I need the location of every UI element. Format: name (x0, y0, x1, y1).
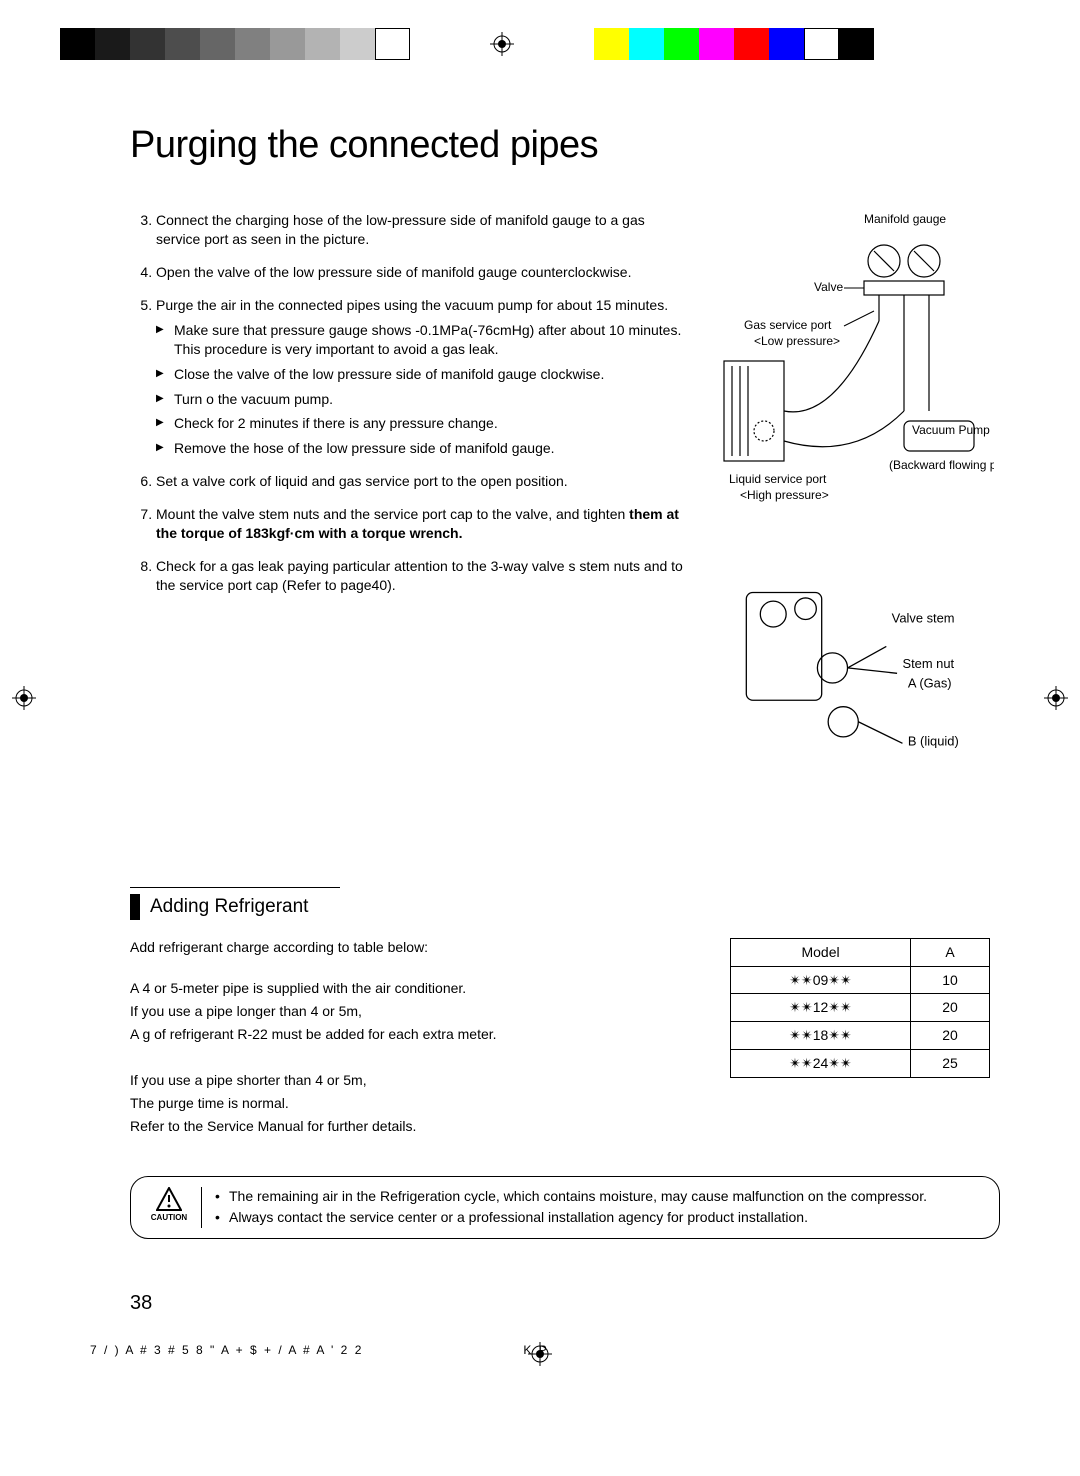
svg-text:Manifold gauge: Manifold gauge (864, 212, 946, 226)
table-row: ✴✴12✴✴20 (731, 994, 990, 1022)
page-title: Purging the connected pipes (130, 120, 1000, 171)
page-number: 38 (130, 1290, 152, 1317)
table-row: ✴✴24✴✴25 (731, 1050, 990, 1078)
table-row: ModelA (731, 938, 990, 966)
table-row: ✴✴18✴✴20 (731, 1022, 990, 1050)
svg-text:Liquid service port: Liquid service port (729, 472, 827, 486)
section-bar-icon (130, 894, 140, 920)
caution-icon: CAUTION (149, 1187, 189, 1224)
step-4: Open the valve of the low pressure side … (156, 263, 690, 282)
refrigerant-table: ModelA ✴✴09✴✴10 ✴✴12✴✴20 ✴✴18✴✴20 ✴✴24✴✴… (730, 938, 990, 1078)
page: Purging the connected pipes Connect the … (0, 0, 1080, 1476)
caution-item: The remaining air in the Refrigeration c… (215, 1187, 927, 1206)
svg-text:Gas service port: Gas service port (744, 318, 832, 332)
svg-text:<Low pressure>: <Low pressure> (754, 334, 840, 348)
svg-text:Stem nut: Stem nut (902, 656, 954, 671)
valve-diagram: Valve stem Stem nut A (Gas) B (liquid) (714, 571, 994, 786)
step-8: Check for a gas leak paying particular a… (156, 557, 690, 595)
caution-list: The remaining air in the Refrigeration c… (215, 1187, 927, 1229)
svg-text:Valve: Valve (814, 280, 843, 294)
step-5-sub: Make sure that pressure gauge shows -0.1… (156, 321, 690, 359)
step-7: Mount the valve stem nuts and the servic… (156, 505, 690, 543)
figure-column: Manifold gauge Valve Gas service port <L… (714, 211, 1000, 786)
registration-mark-icon (490, 32, 514, 56)
section-header-refrigerant: Adding Refrigerant (130, 887, 340, 920)
svg-text:B (liquid): B (liquid) (908, 734, 959, 749)
instruction-column: Connect the charging hose of the low-pre… (130, 211, 690, 786)
registration-mark-icon (12, 686, 36, 710)
step-3: Connect the charging hose of the low-pre… (156, 211, 690, 249)
manifold-gauge-diagram: Manifold gauge Valve Gas service port <L… (714, 211, 994, 531)
svg-text:A (Gas): A (Gas) (908, 676, 952, 691)
print-color-bar (60, 28, 1020, 60)
svg-text:(Backward flowing prevention): (Backward flowing prevention) (889, 458, 994, 472)
steps-list: Connect the charging hose of the low-pre… (130, 211, 690, 594)
step-5: Purge the air in the connected pipes usi… (156, 296, 690, 458)
refrigerant-table-wrap: ModelA ✴✴09✴✴10 ✴✴12✴✴20 ✴✴18✴✴20 ✴✴24✴✴… (730, 938, 1000, 1140)
svg-text:Valve stem: Valve stem (892, 611, 955, 626)
refrigerant-text: Add refrigerant charge according to tabl… (130, 938, 670, 1140)
step-5-sub: Close the valve of the low pressure side… (156, 365, 690, 384)
step-6: Set a valve cork of liquid and gas servi… (156, 472, 690, 491)
step-5-sub: Remove the hose of the low pressure side… (156, 439, 690, 458)
footer-code: 7 / ) A # 3 # 5 8 " A + $ + / A # A ' 2 … (90, 1342, 549, 1358)
caution-box: CAUTION The remaining air in the Refrige… (130, 1176, 1000, 1240)
svg-text:Vacuum Pump: Vacuum Pump (912, 423, 990, 437)
caution-item: Always contact the service center or a p… (215, 1208, 927, 1227)
svg-text:<High pressure>: <High pressure> (740, 488, 829, 502)
registration-mark-icon (1044, 686, 1068, 710)
step-5-sub: Turn o the vacuum pump. (156, 390, 690, 409)
content-area: Purging the connected pipes Connect the … (130, 120, 1000, 1239)
step-5-sub: Check for 2 minutes if there is any pres… (156, 414, 690, 433)
table-row: ✴✴09✴✴10 (731, 966, 990, 994)
